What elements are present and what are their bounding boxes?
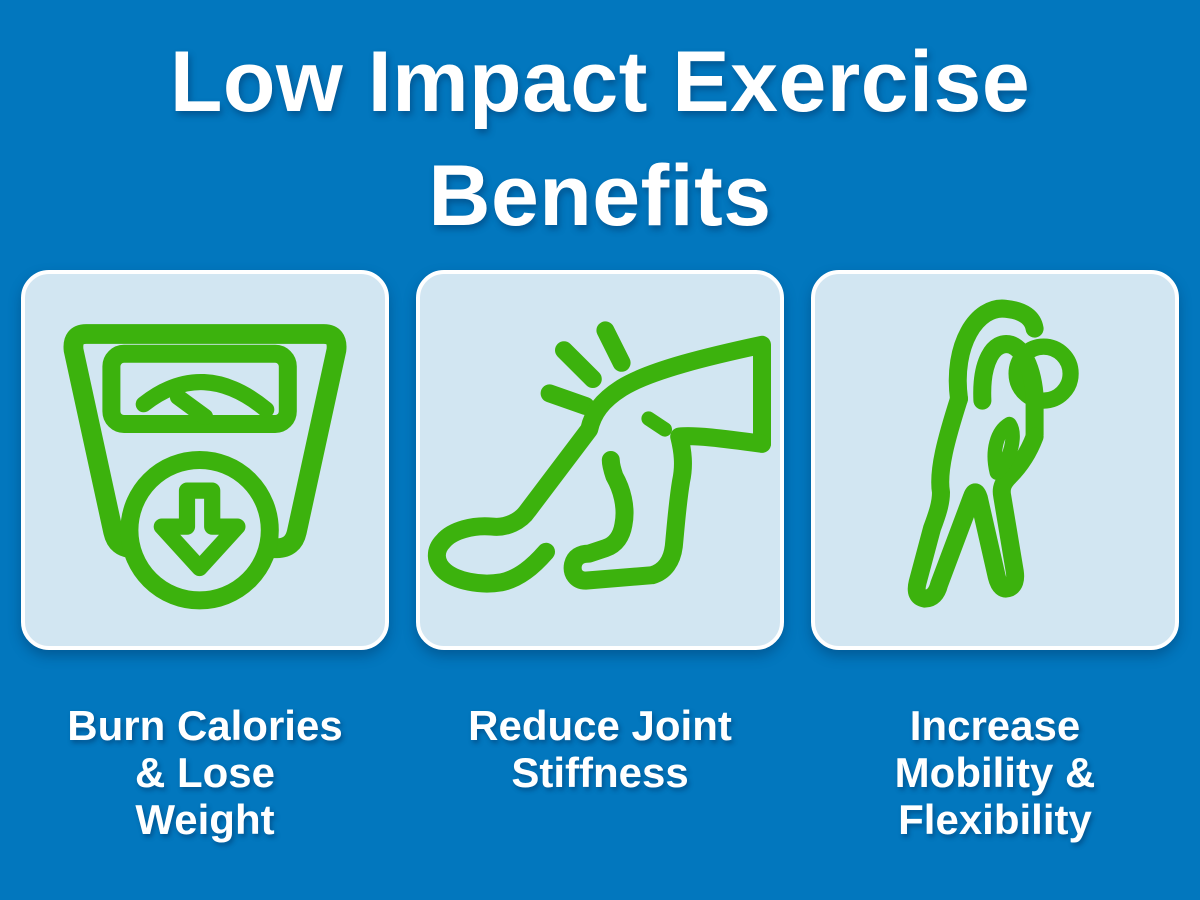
caption-line: Weight [135, 796, 275, 844]
page-title-line-1: Low Impact Exercise [169, 34, 1031, 130]
side-stretch-person-icon [907, 299, 1079, 608]
caption-increase-mobility: Increase Mobility & Flexibility [811, 702, 1179, 843]
caption-line: Flexibility [898, 796, 1092, 844]
caption-line: Stiffness [511, 749, 689, 797]
benefit-cards-row [0, 270, 1200, 651]
caption-line: Reduce Joint [468, 702, 732, 750]
weight-scale-loss-icon [63, 324, 347, 610]
card-reduce-stiffness [416, 270, 784, 651]
captions-row: Burn Calories & Lose Weight Reduce Joint… [0, 702, 1200, 843]
caption-line: Increase [909, 702, 1081, 750]
knee-pain-relief-icon [427, 321, 771, 593]
caption-line: & Lose [134, 749, 276, 797]
page-title-line-2: Benefits [428, 147, 772, 244]
card-increase-mobility [811, 270, 1179, 651]
caption-line: Mobility & [894, 749, 1096, 797]
caption-reduce-stiffness: Reduce Joint Stiffness [416, 702, 784, 843]
caption-line: Burn Calories [67, 702, 343, 750]
caption-burn-calories: Burn Calories & Lose Weight [21, 702, 389, 843]
page-title: Low Impact Exercise Benefits [0, 0, 1200, 253]
card-burn-calories [21, 270, 389, 651]
